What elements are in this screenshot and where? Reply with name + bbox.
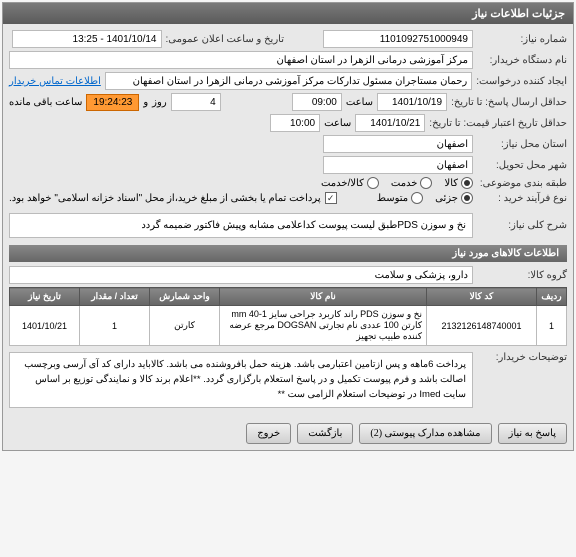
classification-radios: کالا خدمت کالا/خدمت	[321, 177, 473, 189]
goods-table: ردیف کد کالا نام کالا واحد شمارش تعداد /…	[9, 287, 567, 346]
back-button[interactable]: بازگشت	[297, 423, 353, 444]
cell-idx: 1	[537, 306, 567, 346]
col-date: تاریخ نیاز	[10, 288, 80, 306]
col-unit: واحد شمارش	[150, 288, 220, 306]
col-name: نام کالا	[220, 288, 427, 306]
field-province: اصفهان	[323, 135, 473, 153]
label-remaining: ساعت باقی مانده	[9, 97, 82, 108]
col-qty: تعداد / مقدار	[80, 288, 150, 306]
label-province: استان محل نیاز:	[477, 139, 567, 150]
col-idx: ردیف	[537, 288, 567, 306]
radio-minor-circle	[461, 192, 473, 204]
radio-minor-label: جزئی	[435, 193, 458, 204]
radio-mixed[interactable]: کالا/خدمت	[321, 177, 379, 189]
radio-goods-circle	[461, 177, 473, 189]
reply-button[interactable]: پاسخ به نیاز	[498, 423, 568, 444]
table-row[interactable]: 1 2132126148740001 نخ و سوزن PDS راند کا…	[10, 306, 567, 346]
radio-medium-label: متوسط	[377, 193, 408, 204]
cell-unit: کارتن	[150, 306, 220, 346]
field-requester: رحمان مستاجران مسئول تدارکات مرکز آموزشی…	[105, 72, 472, 90]
goods-section-header: اطلاعات کالاهای مورد نیاز	[9, 245, 567, 262]
radio-mixed-circle	[367, 177, 379, 189]
label-requester: ایجاد کننده درخواست:	[476, 76, 567, 87]
label-deadline: حداقل ارسال پاسخ: تا تاریخ:	[451, 97, 567, 108]
attachments-button[interactable]: مشاهده مدارک پیوستی (2)	[359, 423, 491, 444]
radio-minor[interactable]: جزئی	[435, 192, 473, 204]
form-body: شماره نیاز: 1101092751000949 تاریخ و ساع…	[3, 24, 573, 417]
label-and: و	[143, 97, 148, 108]
radio-service-circle	[420, 177, 432, 189]
purchase-radios: جزئی متوسط	[377, 192, 473, 204]
table-header-row: ردیف کد کالا نام کالا واحد شمارش تعداد /…	[10, 288, 567, 306]
close-button[interactable]: خروج	[246, 423, 291, 444]
field-valid-time: 10:00	[270, 114, 320, 132]
col-code: کد کالا	[427, 288, 537, 306]
label-time-2: ساعت	[324, 118, 351, 129]
field-buyer-org: مرکز آموزشی درمانی الزهرا در استان اصفها…	[9, 51, 473, 69]
field-deadline-date: 1401/10/19	[377, 93, 447, 111]
field-city: اصفهان	[323, 156, 473, 174]
label-buyer-notes: توضیحات خریدار:	[477, 352, 567, 363]
contact-link[interactable]: اطلاعات تماس خریدار	[9, 76, 101, 87]
radio-medium[interactable]: متوسط	[377, 192, 423, 204]
buyer-notes: پرداخت 6ماهه و پس ازتامین اعتبارمی باشد.…	[9, 352, 473, 408]
label-announce: تاریخ و ساعت اعلان عمومی:	[166, 34, 285, 45]
field-deadline-time: 09:00	[292, 93, 342, 111]
cell-qty: 1	[80, 306, 150, 346]
radio-service[interactable]: خدمت	[391, 177, 433, 189]
label-classification: طبقه بندی موضوعی:	[477, 178, 567, 189]
field-goods-group: دارو، پزشکی و سلامت	[9, 266, 473, 284]
cell-code: 2132126148740001	[427, 306, 537, 346]
label-time-1: ساعت	[346, 97, 373, 108]
cell-name: نخ و سوزن PDS راند کاربرد جراحی سایز 1-4…	[220, 306, 427, 346]
panel-title: جزئیات اطلاعات نیاز	[3, 3, 573, 24]
radio-medium-circle	[411, 192, 423, 204]
field-need-no: 1101092751000949	[323, 30, 473, 48]
radio-mixed-label: کالا/خدمت	[321, 178, 364, 189]
label-purchase-type: نوع فرآیند خرید :	[477, 193, 567, 204]
field-rem-days: 4	[171, 93, 221, 111]
label-day: روز	[152, 97, 167, 108]
radio-goods[interactable]: کالا	[444, 177, 473, 189]
label-city: شهر محل تحویل:	[477, 160, 567, 171]
treasury-checkbox[interactable]	[325, 192, 337, 204]
main-panel: جزئیات اطلاعات نیاز شماره نیاز: 11010927…	[2, 2, 574, 451]
field-announce: 1401/10/14 - 13:25	[12, 30, 162, 48]
radio-service-label: خدمت	[391, 178, 418, 189]
field-rem-time: 19:24:23	[86, 94, 139, 111]
label-valid-until: حداقل تاریخ اعتبار قیمت: تا تاریخ:	[429, 118, 567, 129]
payment-note: پرداخت تمام یا بخشی از مبلغ خرید،از محل …	[9, 193, 321, 204]
need-desc: نخ و سوزن PDSطبق لیست پیوست کداعلامی مشا…	[9, 213, 473, 238]
label-need-desc: شرح کلی نیاز:	[477, 220, 567, 231]
label-goods-group: گروه کالا:	[477, 270, 567, 281]
radio-goods-label: کالا	[444, 178, 458, 189]
field-valid-date: 1401/10/21	[355, 114, 425, 132]
button-row: پاسخ به نیاز مشاهده مدارک پیوستی (2) باز…	[3, 417, 573, 450]
cell-date: 1401/10/21	[10, 306, 80, 346]
label-need-no: شماره نیاز:	[477, 34, 567, 45]
label-buyer-org: نام دستگاه خریدار:	[477, 55, 567, 66]
